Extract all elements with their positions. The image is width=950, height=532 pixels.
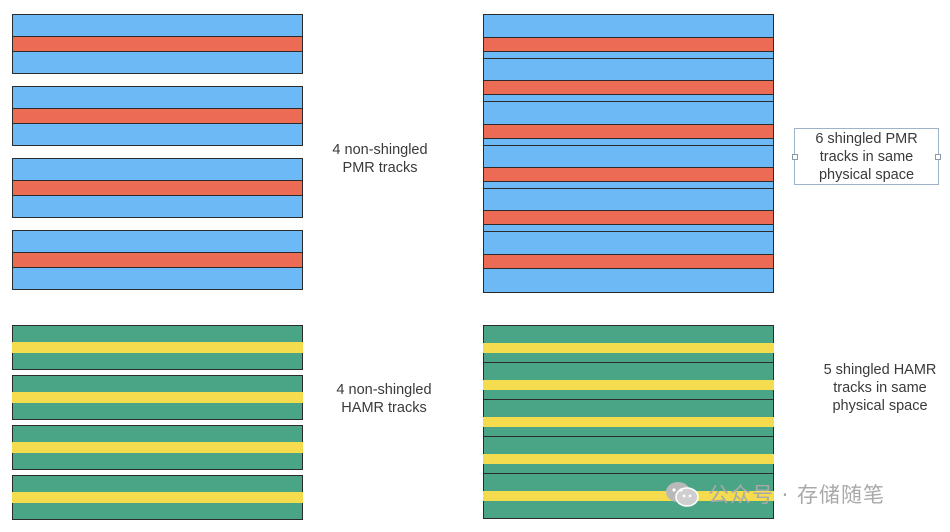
pmr-shingled-stripe-1 [483,37,774,52]
hamr-stripe-4 [12,492,303,503]
pmr-stripe-4 [12,252,303,268]
label-pmr-non-shingled: 4 non-shingled PMR tracks [332,142,428,176]
label-pmr-shingled[interactable]: 6 shingled PMR tracks in same physical s… [792,128,941,185]
label-hamr-shingled: 5 shingled HAMR tracks in same physical … [823,362,937,414]
pmr-stripe-3 [12,180,303,196]
hamr-shingled-stripe-3 [483,417,774,427]
pmr-shingle-edge-3 [483,145,774,146]
wechat-icon [666,482,699,507]
pmr-shingled-stripe-2 [483,80,774,95]
pmr-shingled-stripe-4 [483,167,774,182]
pmr-shingle-edge-1 [483,58,774,59]
pmr-shingled-stripe-3 [483,124,774,139]
label-pmr-shingled-text: 6 shingled PMR tracks in same physical s… [815,130,918,183]
watermark: 公众号 · 存储随笔 [664,478,885,510]
hamr-shingle-edge-1 [483,362,774,363]
pmr-shingled-stripe-6 [483,254,774,269]
hamr-stripe-1 [12,342,303,353]
hamr-shingle-edge-4 [483,473,774,474]
hamr-shingled-stripe-5 [483,491,774,501]
hamr-shingle-edge-3 [483,436,774,437]
hamr-stripe-2 [12,392,303,403]
pmr-shingled-block [483,14,774,293]
pmr-shingle-edge-2 [483,101,774,102]
pmr-shingle-edge-4 [483,188,774,189]
pmr-stripe-1 [12,36,303,52]
pmr-stripe-2 [12,108,303,124]
hamr-shingled-stripe-2 [483,380,774,390]
watermark-text: 公众号 · 存储随笔 [708,483,886,507]
hamr-shingled-stripe-1 [483,343,774,353]
pmr-shingle-edge-5 [483,231,774,232]
hamr-shingle-edge-2 [483,399,774,400]
resize-handle-right[interactable] [935,153,941,160]
hamr-shingled-stripe-4 [483,454,774,464]
label-hamr-non-shingled: 4 non-shingled HAMR tracks [336,382,432,416]
hamr-stripe-3 [12,442,303,453]
pmr-shingled-stripe-5 [483,210,774,225]
resize-handle-left[interactable] [792,153,798,160]
